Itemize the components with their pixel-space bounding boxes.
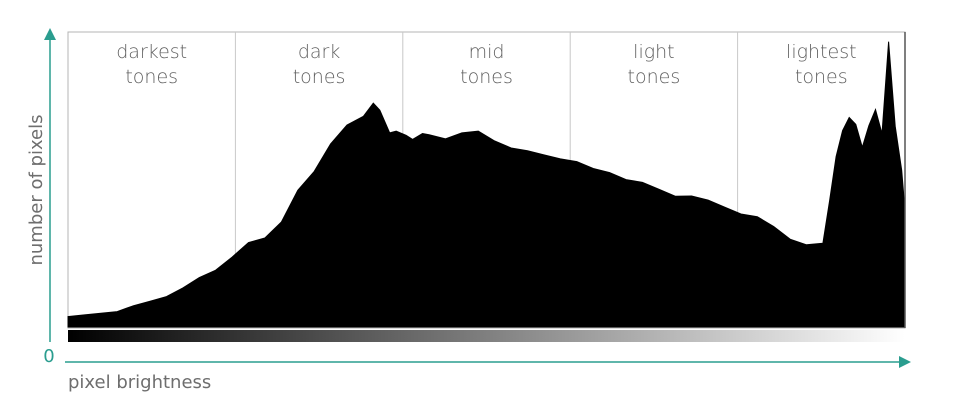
zone-label: mid xyxy=(469,41,505,63)
zone-label: darkest xyxy=(116,41,187,63)
x-axis-label: pixel brightness xyxy=(68,372,211,393)
zone-label: light xyxy=(633,41,674,63)
brightness-gradient-bar xyxy=(68,330,905,342)
histogram-area xyxy=(67,41,906,328)
zone-label: tones xyxy=(293,66,346,88)
zone-label: lightest xyxy=(786,41,857,63)
zone-label: tones xyxy=(795,66,848,88)
y-axis-label: number of pixels xyxy=(26,114,47,265)
zone-label: dark xyxy=(298,41,341,63)
zone-labels: darkest tones dark tones mid tones light tones l… xyxy=(116,41,856,88)
origin-label: 0 xyxy=(43,346,54,367)
zone-label: tones xyxy=(460,66,513,88)
zone-label: tones xyxy=(628,66,681,88)
zone-label: tones xyxy=(125,66,178,88)
